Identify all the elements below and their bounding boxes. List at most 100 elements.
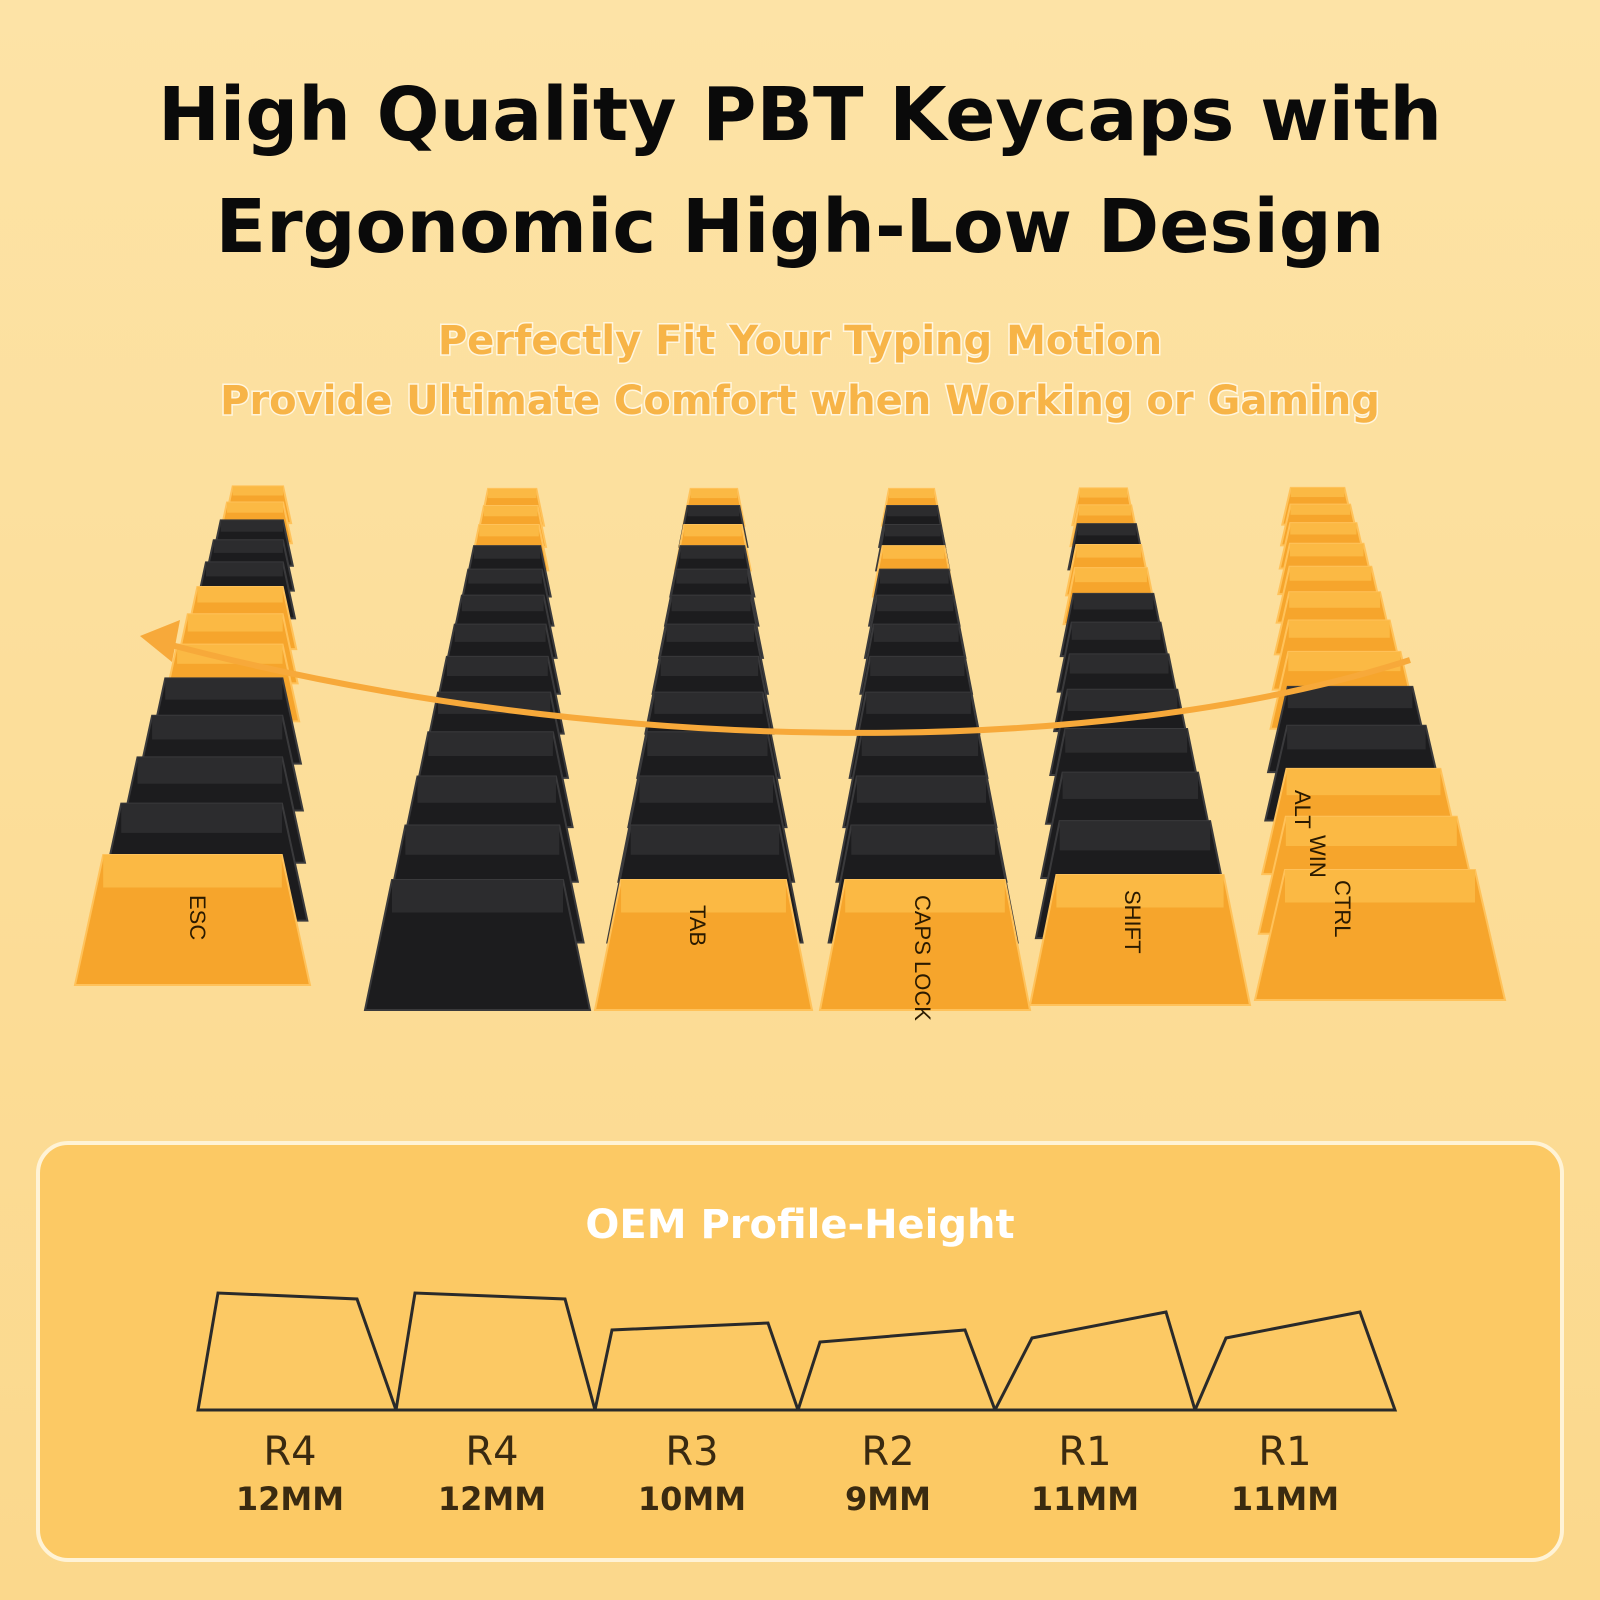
keycap-top — [1056, 875, 1224, 908]
keycap-top — [479, 525, 539, 537]
keycap-top — [1288, 620, 1390, 638]
keycap-top — [687, 506, 740, 517]
keycap-top — [392, 880, 563, 913]
keycap-top — [851, 825, 995, 855]
keycap-top — [654, 692, 763, 714]
height-label: 11MM — [1231, 1480, 1339, 1518]
keycap-top — [882, 546, 945, 559]
key-legend: ALT — [1290, 790, 1315, 829]
row-label: R3 — [665, 1429, 718, 1475]
profile-shape — [795, 1328, 998, 1412]
keycap-top — [873, 624, 959, 642]
keycap-top — [1071, 622, 1161, 640]
profile-shape — [1192, 1310, 1398, 1412]
row-label: R4 — [465, 1429, 518, 1475]
key-legend: WIN — [1305, 835, 1330, 878]
keycap-top — [227, 502, 284, 513]
keycap-top — [187, 614, 283, 632]
keycap-top — [1287, 725, 1426, 750]
key-legends: ESC TAB CAPS LOCK SHIFT CTRL WIN ALT — [185, 790, 1355, 1021]
row-label: R1 — [1258, 1429, 1311, 1475]
keyboard-illustration — [73, 485, 1507, 1011]
profile-panel — [36, 1141, 1564, 1562]
keycap-top — [417, 776, 556, 803]
keycap-top — [877, 595, 954, 612]
keycap-top — [660, 656, 759, 677]
keycap-top — [1079, 488, 1128, 498]
keycap-top — [1059, 821, 1211, 851]
keycap-top — [1078, 505, 1132, 516]
keycap-top — [1076, 544, 1142, 558]
key-legend: TAB — [685, 905, 710, 946]
keycap-top — [889, 488, 935, 499]
panel-title: OEM Profile-Height — [585, 1202, 1014, 1248]
keycap-top — [1286, 768, 1441, 796]
keycap-top — [1288, 651, 1401, 672]
keycap-top — [639, 776, 774, 803]
keycap-top — [428, 732, 553, 756]
keycap-top — [1285, 870, 1475, 903]
key-legend: ESC — [185, 895, 210, 940]
keycap-top — [177, 644, 283, 664]
keycap-top — [666, 624, 755, 642]
motion-arrow — [159, 639, 1411, 736]
title-line: High Quality PBT Keycaps with — [158, 72, 1442, 158]
keycap-top — [1069, 654, 1169, 674]
keycap-top — [1074, 568, 1147, 583]
height-label: 12MM — [236, 1480, 344, 1518]
keycap-top — [866, 692, 971, 714]
subtitle-line: Provide Ultimate Comfort when Working or… — [220, 378, 1380, 424]
height-label: 9MM — [845, 1480, 931, 1518]
height-label: 12MM — [438, 1480, 546, 1518]
keycap-top — [121, 803, 282, 833]
keycap-top — [690, 488, 738, 499]
profile-labels: R4 12MM R4 12MM R3 10MM R2 9MM R1 11MM R1 11MM — [236, 1429, 1339, 1518]
keycap-top — [1065, 728, 1188, 753]
keycap-top — [232, 486, 284, 496]
keycap-top — [438, 692, 551, 714]
key-legend: CTRL — [1330, 880, 1355, 937]
height-label: 10MM — [638, 1480, 746, 1518]
keycap-top — [461, 595, 544, 612]
title-line: Ergonomic High-Low Design — [216, 184, 1385, 270]
keycap-top — [137, 757, 283, 784]
profile-shape — [394, 1291, 597, 1412]
keycap-top — [684, 525, 742, 537]
keycap-top — [1067, 689, 1178, 712]
height-label: 11MM — [1031, 1480, 1139, 1518]
keycap-top — [1287, 686, 1413, 709]
row-label: R1 — [1058, 1429, 1111, 1475]
keycap-top — [103, 855, 282, 888]
keycap-top — [1073, 593, 1154, 610]
row-label: R4 — [263, 1429, 316, 1475]
keycap-top — [1290, 504, 1351, 515]
keycap-top — [488, 488, 537, 499]
keycap-top — [220, 520, 283, 532]
row-label: R2 — [861, 1429, 914, 1475]
keycap-top — [856, 776, 987, 803]
keycap-top — [845, 880, 1005, 913]
keycap-top — [671, 595, 751, 612]
keycap-top — [879, 569, 949, 584]
keycap-top — [446, 656, 548, 677]
keycap-top — [680, 546, 745, 559]
subtitle-line: Perfectly Fit Your Typing Motion — [438, 318, 1162, 364]
keycap-top — [483, 506, 538, 517]
keycap-top — [676, 569, 748, 584]
keycap-top — [1289, 592, 1381, 608]
keycap-top — [474, 546, 541, 559]
keycap-top — [1289, 566, 1372, 581]
keycap-top — [647, 732, 768, 756]
keycap-top — [1290, 523, 1357, 535]
keycap-top — [861, 732, 979, 756]
keycap-top — [205, 562, 283, 577]
keycap-top — [197, 586, 283, 603]
keycap-top — [1285, 816, 1457, 846]
keycap-top — [887, 506, 938, 517]
keycap-top — [884, 525, 941, 537]
keycap-top — [1290, 487, 1345, 498]
keycap-top — [165, 678, 283, 700]
keycap-top — [1289, 543, 1364, 557]
profile-shapes — [196, 1291, 1398, 1412]
